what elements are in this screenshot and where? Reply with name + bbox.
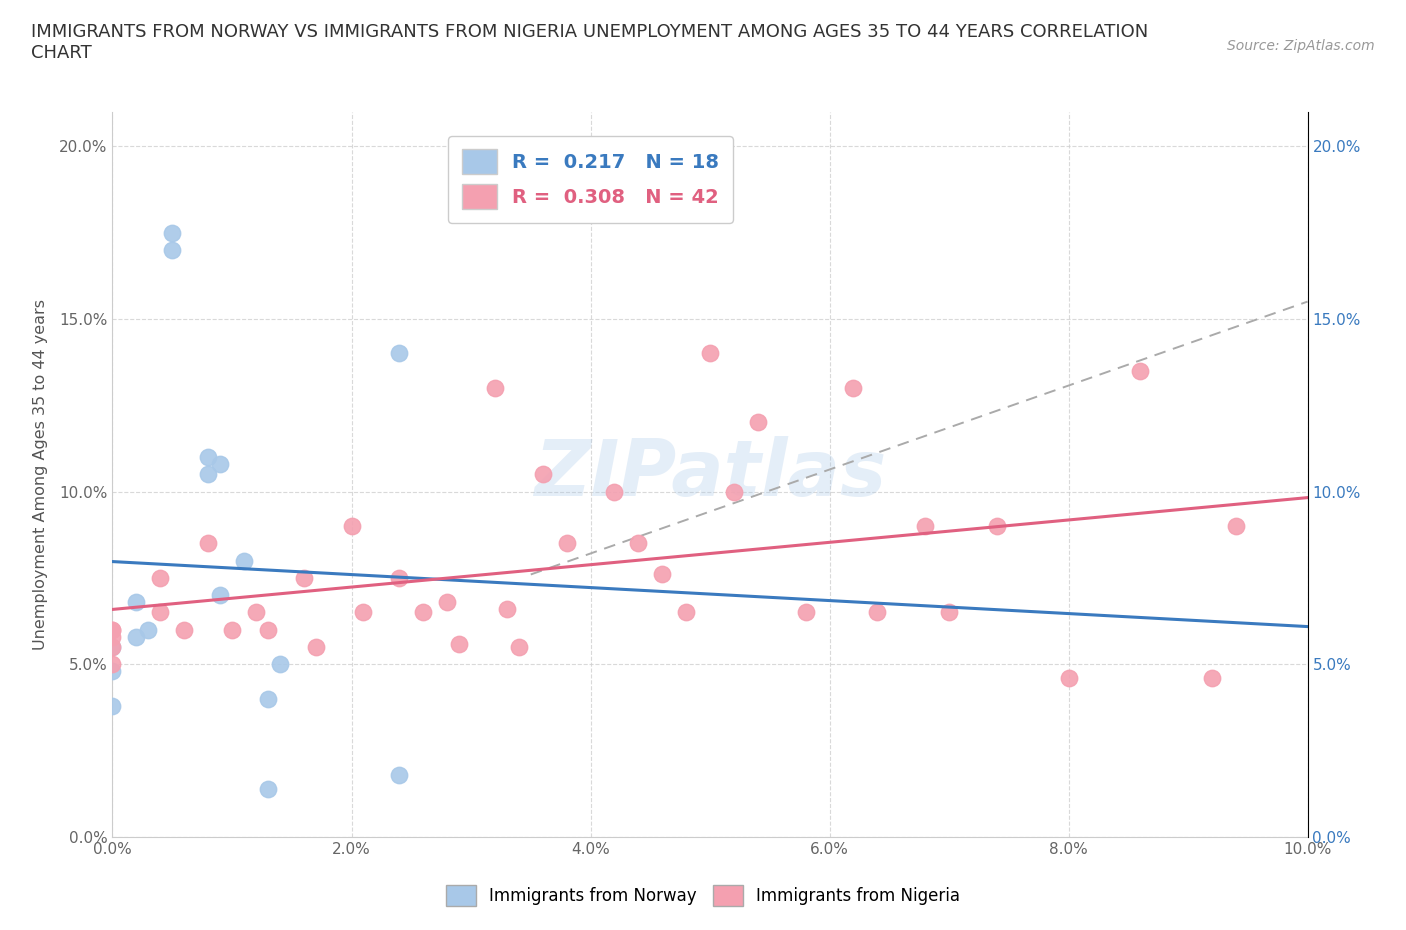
Point: [496, 602, 519, 617]
Point: [101, 630, 124, 644]
Point: [723, 485, 745, 499]
Point: [221, 622, 243, 637]
Point: [292, 570, 315, 585]
Point: [842, 380, 865, 395]
Point: [197, 449, 219, 464]
Point: [1201, 671, 1223, 685]
Point: [257, 781, 280, 796]
Point: [555, 536, 578, 551]
Y-axis label: Unemployment Among Ages 35 to 44 years: Unemployment Among Ages 35 to 44 years: [34, 299, 48, 650]
Point: [149, 605, 172, 620]
Point: [149, 570, 172, 585]
Point: [436, 594, 458, 609]
Text: IMMIGRANTS FROM NORWAY VS IMMIGRANTS FROM NIGERIA UNEMPLOYMENT AMONG AGES 35 TO : IMMIGRANTS FROM NORWAY VS IMMIGRANTS FRO…: [31, 23, 1149, 62]
Point: [938, 605, 960, 620]
Point: [484, 380, 506, 395]
Point: [305, 640, 328, 655]
Text: ZIPatlas: ZIPatlas: [534, 436, 886, 512]
Point: [257, 622, 280, 637]
Point: [508, 640, 530, 655]
Point: [101, 657, 124, 671]
Point: [245, 605, 267, 620]
Point: [101, 664, 124, 679]
Point: [1057, 671, 1080, 685]
Point: [747, 415, 769, 430]
Point: [138, 622, 160, 637]
Point: [233, 553, 256, 568]
Point: [388, 346, 411, 361]
Point: [531, 467, 554, 482]
Point: [412, 605, 434, 620]
Point: [699, 346, 721, 361]
Point: [209, 457, 232, 472]
Point: [866, 605, 889, 620]
Point: [1129, 364, 1152, 379]
Point: [627, 536, 650, 551]
Point: [197, 536, 219, 551]
Point: [675, 605, 697, 620]
Point: [651, 567, 673, 582]
Point: [197, 467, 219, 482]
Point: [101, 698, 124, 713]
Point: [101, 640, 124, 655]
Legend: Immigrants from Norway, Immigrants from Nigeria: Immigrants from Norway, Immigrants from …: [439, 879, 967, 912]
Text: Source: ZipAtlas.com: Source: ZipAtlas.com: [1227, 39, 1375, 53]
Point: [914, 519, 936, 534]
Point: [125, 594, 148, 609]
Point: [101, 622, 124, 637]
Point: [269, 657, 291, 671]
Point: [162, 243, 183, 258]
Point: [340, 519, 363, 534]
Point: [173, 622, 195, 637]
Point: [257, 691, 280, 706]
Point: [794, 605, 817, 620]
Point: [388, 570, 411, 585]
Point: [449, 636, 471, 651]
Point: [603, 485, 626, 499]
Point: [162, 225, 183, 240]
Legend: R =  0.217   N = 18, R =  0.308   N = 42: R = 0.217 N = 18, R = 0.308 N = 42: [449, 136, 733, 223]
Point: [209, 588, 232, 603]
Point: [125, 630, 148, 644]
Point: [388, 767, 411, 782]
Point: [101, 622, 124, 637]
Point: [101, 640, 124, 655]
Point: [1225, 519, 1247, 534]
Point: [353, 605, 375, 620]
Point: [986, 519, 1008, 534]
